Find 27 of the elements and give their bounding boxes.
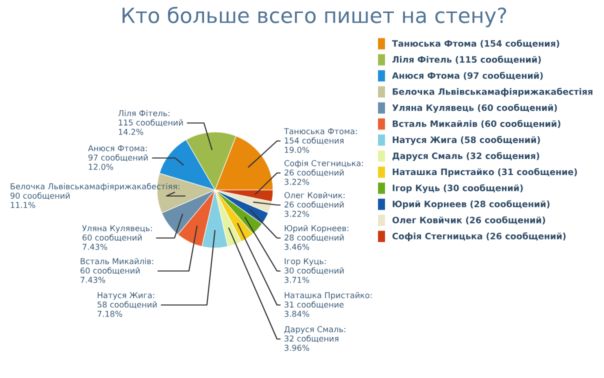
legend-label: Танюська Фтома (154 собщения) (392, 40, 560, 48)
legend-label: Ігор Куць (30 сообщений) (392, 184, 523, 193)
data-label: Вcталь Микайлів: 60 сообщений 7.43% (80, 258, 154, 283)
data-label: Софія Стегницька: 26 сообщений 3.22% (284, 160, 363, 185)
legend-label: Софія Стегницька (26 сообщений) (392, 232, 566, 242)
legend-label: Белочка Львівськамафіярижакабестіяя (392, 88, 592, 97)
legend-label: Даруся Смаль (32 собщения) (392, 152, 540, 161)
data-label: Олег Ковйчик: 26 сообщений 3.22% (284, 192, 345, 217)
data-label: Ігор Куць: 30 сообщений 3.71% (284, 258, 344, 283)
legend-label: Вcталь Микайлів (60 сообщений) (392, 120, 560, 128)
data-label: Белочка Львівськамафіярижакабестіяя: 90 сообщений 11.1% (10, 183, 180, 208)
data-label: Натуся Жига: 58 сообщений 7.18% (98, 292, 157, 317)
data-label: Танюська Фтома: 154 собщения 19.0% (284, 128, 357, 153)
legend-label: Юрий Корнеев (28 сообщений) (392, 200, 550, 209)
legend-label: Ліля Фітель (115 сообщений) (392, 56, 541, 64)
data-label: Даруся Смаль: 32 собщения 3.96% (284, 326, 346, 351)
chart-title: Кто больше всего пишет на стену? (122, 6, 506, 28)
data-label: Уляна Кулявець: 60 сообщений 7.43% (82, 225, 152, 250)
legend-label: Олег Ковйчик (26 сообщений) (392, 216, 546, 224)
data-label: Наташка Пристайко: 31 сообщение 3.84% (284, 292, 372, 317)
data-label: Ліля Фітель: 115 сообщений 14.2% (118, 110, 183, 135)
legend-label: Уляна Кулявець (60 сообщений) (392, 104, 557, 113)
data-label: Анюся Фтома: 97 сообщений 12.0% (88, 145, 148, 170)
data-label: Юрий Корнеев: 28 сообщений 3.46% (284, 225, 348, 250)
legend-label: Анюся Фтома (97 сообщений) (392, 72, 543, 80)
legend-label: Натуся Жига (58 сообщений) (392, 136, 540, 145)
legend-label: Наташка Пристайко (31 сообщение) (392, 168, 577, 177)
